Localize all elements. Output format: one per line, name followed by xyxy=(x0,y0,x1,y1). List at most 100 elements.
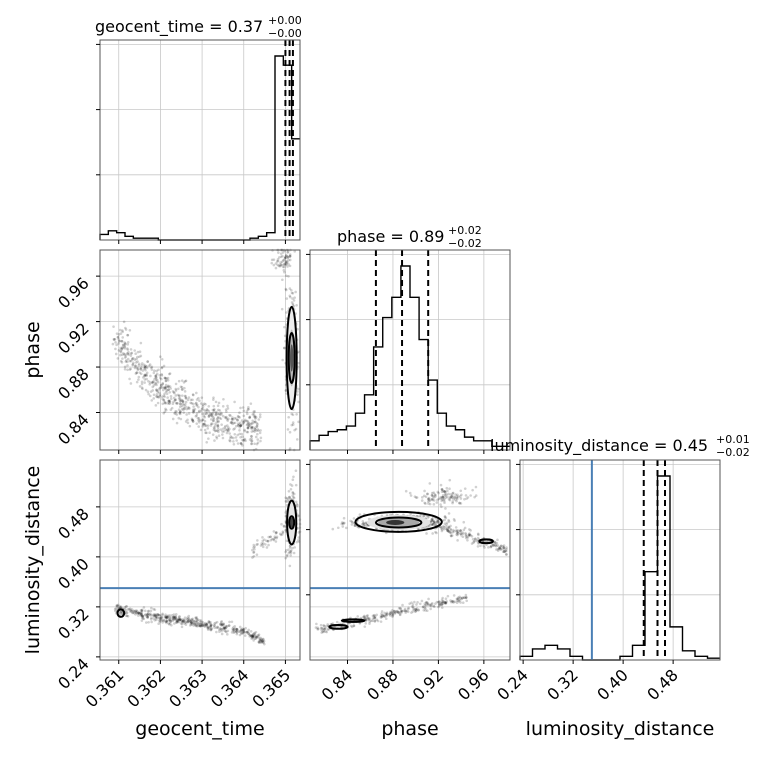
scatter-point-geocent-distance xyxy=(191,619,195,623)
scatter-point-phase-distance xyxy=(320,631,324,634)
scatter-point-geocent-distance xyxy=(294,500,298,504)
scatter-point-geocent-phase xyxy=(191,393,195,396)
scatter-point-geocent-phase xyxy=(243,429,246,433)
scatter-point-phase-distance xyxy=(425,601,428,605)
scatter-point-phase-distance xyxy=(386,612,389,616)
scatter-point-geocent-distance xyxy=(196,624,199,628)
scatter-point-geocent-phase xyxy=(296,390,299,393)
scatter-point-geocent-phase xyxy=(219,417,223,421)
scatter-point-phase-distance xyxy=(430,519,434,523)
scatter-point-geocent-phase xyxy=(120,339,124,343)
scatter-point-geocent-distance xyxy=(274,531,278,535)
scatter-point-geocent-distance xyxy=(291,494,294,497)
scatter-point-geocent-phase xyxy=(150,368,154,371)
scatter-point-geocent-phase xyxy=(155,393,159,396)
scatter-point-geocent-distance xyxy=(146,616,149,619)
scatter-point-geocent-phase xyxy=(201,405,205,408)
scatter-point-geocent-distance xyxy=(286,498,289,501)
scatter-point-phase-distance xyxy=(502,546,506,550)
scatter-point-geocent-phase xyxy=(203,412,206,416)
scatter-point-geocent-phase xyxy=(139,341,143,345)
scatter-point-phase-distance xyxy=(439,525,442,529)
scatter-point-geocent-phase xyxy=(173,391,176,395)
scatter-point-phase-distance xyxy=(414,607,417,611)
scatter-point-geocent-distance xyxy=(156,616,159,619)
scatter-point-geocent-phase xyxy=(228,439,231,442)
scatter-point-geocent-distance xyxy=(175,619,179,622)
scatter-point-geocent-phase xyxy=(163,386,166,390)
scatter-point-geocent-phase xyxy=(248,416,251,420)
scatter-point-geocent-phase xyxy=(252,410,256,413)
scatter-point-phase-distance xyxy=(322,630,325,634)
scatter-point-geocent-distance xyxy=(240,629,243,633)
scatter-point-phase-distance xyxy=(376,619,380,623)
scatter-point-phase-distance xyxy=(365,614,369,618)
scatter-point-geocent-distance xyxy=(189,623,193,626)
scatter-point-phase-distance xyxy=(430,517,434,521)
scatter-point-geocent-distance xyxy=(137,612,140,615)
scatter-point-geocent-phase xyxy=(163,410,167,413)
scatter-point-geocent-phase xyxy=(199,428,203,432)
scatter-point-geocent-distance xyxy=(209,628,213,631)
scatter-point-geocent-phase xyxy=(234,424,238,428)
scatter-point-geocent-distance xyxy=(140,614,144,618)
scatter-point-geocent-distance xyxy=(262,641,265,644)
scatter-point-geocent-phase xyxy=(152,384,156,387)
scatter-point-geocent-phase xyxy=(146,390,150,394)
scatter-point-geocent-distance xyxy=(242,627,246,631)
scatter-point-geocent-phase xyxy=(205,424,208,427)
histogram-layer xyxy=(99,55,720,661)
scatter-point-geocent-distance xyxy=(165,620,168,623)
scatter-point-phase-distance xyxy=(425,601,429,604)
scatter-point-geocent-distance xyxy=(257,633,261,637)
scatter-point-geocent-distance xyxy=(219,622,223,626)
scatter-point-phase-distance xyxy=(467,534,471,538)
scatter-point-geocent-distance xyxy=(226,633,229,636)
scatter-point-geocent-phase xyxy=(227,429,230,432)
scatter-point-geocent-distance xyxy=(177,620,181,624)
scatter-point-geocent-distance xyxy=(138,611,142,615)
scatter-point-phase-distance xyxy=(453,496,457,499)
scatter-point-phase-distance xyxy=(344,526,348,530)
scatter-point-phase-distance xyxy=(427,498,430,501)
scatter-point-phase-distance xyxy=(396,610,399,614)
scatter-point-geocent-phase xyxy=(253,427,257,431)
scatter-point-phase-distance xyxy=(443,515,447,519)
scatter-point-phase-distance xyxy=(443,601,447,604)
scatter-point-phase-distance xyxy=(349,519,352,523)
scatter-point-phase-distance xyxy=(380,612,383,615)
scatter-point-phase-distance xyxy=(428,499,431,503)
x-tick-label: 0.88 xyxy=(363,665,402,704)
scatter-point-phase-distance xyxy=(464,593,468,597)
scatter-point-geocent-phase xyxy=(144,374,147,377)
scatter-point-phase-distance xyxy=(445,521,449,525)
scatter-point-geocent-phase xyxy=(134,364,137,367)
scatter-point-geocent-phase xyxy=(239,406,242,410)
scatter-point-geocent-phase xyxy=(203,422,206,426)
scatter-point-phase-distance xyxy=(444,597,448,601)
scatter-point-phase-distance xyxy=(435,520,439,523)
scatter-point-geocent-distance xyxy=(215,626,218,630)
scatter-point-phase-distance xyxy=(397,606,401,610)
scatter-point-geocent-phase xyxy=(221,436,225,440)
scatter-point-geocent-distance xyxy=(232,626,235,629)
scatter-point-geocent-phase xyxy=(121,329,124,332)
scatter-point-geocent-phase xyxy=(211,408,215,412)
scatter-point-geocent-phase xyxy=(162,394,166,397)
scatter-point-geocent-distance xyxy=(115,604,119,608)
scatter-point-phase-distance xyxy=(463,526,467,530)
scatter-point-geocent-distance xyxy=(258,639,262,642)
scatter-point-geocent-distance xyxy=(234,627,237,631)
scatter-point-phase-distance xyxy=(471,488,474,492)
scatter-point-geocent-distance xyxy=(250,634,253,638)
scatter-point-geocent-distance xyxy=(251,634,254,637)
scatter-point-geocent-phase xyxy=(284,256,288,260)
scatter-point-phase-distance xyxy=(389,611,392,615)
scatter-point-phase-distance xyxy=(444,516,448,520)
scatter-point-geocent-phase xyxy=(208,431,211,434)
scatter-point-geocent-phase xyxy=(164,408,168,412)
scatter-point-geocent-distance xyxy=(142,617,146,621)
scatter-point-geocent-phase xyxy=(138,371,142,374)
scatter-point-geocent-distance xyxy=(158,618,162,622)
scatter-point-geocent-distance xyxy=(226,629,230,633)
